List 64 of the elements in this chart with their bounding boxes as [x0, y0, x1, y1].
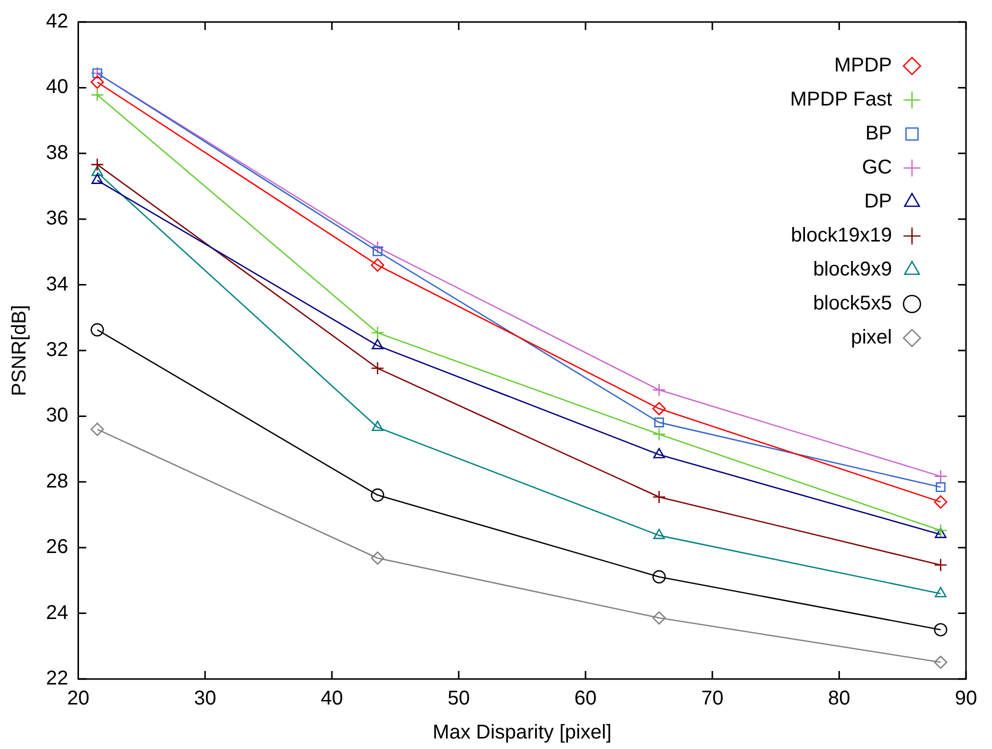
point	[652, 402, 666, 416]
point	[370, 551, 384, 565]
point	[936, 482, 946, 492]
point	[372, 420, 384, 432]
x-tick-label: 20	[67, 688, 90, 710]
point	[652, 570, 666, 584]
x-tick-label: 50	[448, 688, 470, 710]
point	[370, 326, 384, 340]
y-tick-label: 38	[46, 142, 68, 164]
y-tick-label: 24	[46, 602, 68, 624]
point	[934, 586, 946, 598]
x-tick-label: 60	[574, 688, 597, 710]
point	[653, 448, 665, 458]
point	[90, 158, 104, 172]
legend-label: block9x9	[813, 258, 892, 281]
point	[934, 524, 948, 538]
legend-label: MPDP Fast	[790, 88, 892, 111]
point	[652, 383, 666, 397]
point	[370, 488, 384, 502]
x-tick-label: 90	[954, 688, 978, 710]
point	[372, 338, 384, 350]
y-tick-label: 42	[46, 10, 68, 33]
point	[934, 528, 946, 538]
point	[934, 558, 948, 572]
point	[934, 470, 948, 483]
point	[934, 495, 948, 509]
y-tick-label: 34	[46, 273, 68, 296]
point	[91, 166, 104, 176]
y-tick-label: 36	[46, 208, 68, 230]
y-axis-title: PSNR[dB]	[8, 304, 31, 396]
point	[90, 422, 104, 436]
legend-label: block19x19	[790, 224, 892, 247]
point	[90, 75, 104, 89]
legend-label: BP	[865, 122, 892, 145]
legend-label: GC	[862, 156, 892, 179]
point	[370, 240, 384, 254]
legend-label: MPDP	[834, 54, 892, 77]
x-tick-label: 80	[828, 688, 850, 710]
point	[90, 88, 104, 102]
point	[934, 656, 948, 669]
y-tick-label: 30	[46, 404, 68, 427]
legend-label: block5x5	[813, 292, 892, 315]
point	[90, 323, 104, 336]
point	[934, 623, 948, 636]
point	[652, 490, 666, 504]
y-tick-label: 26	[46, 536, 68, 558]
legend-label: pixel	[850, 326, 892, 349]
point	[91, 174, 104, 184]
point	[652, 611, 666, 625]
point	[653, 528, 665, 540]
point	[370, 362, 384, 375]
x-axis-title: Max Disparity [pixel]	[432, 722, 612, 744]
legend-label: DP	[864, 190, 892, 213]
y-tick-label: 22	[46, 668, 68, 690]
point	[372, 246, 382, 256]
point	[654, 418, 664, 428]
y-tick-label: 32	[46, 339, 68, 362]
x-tick-label: 30	[194, 688, 216, 710]
point	[370, 258, 384, 272]
x-tick-label: 70	[701, 688, 724, 710]
y-tick-label: 28	[46, 470, 68, 492]
x-tick-label: 40	[320, 688, 344, 710]
y-tick-label: 40	[46, 76, 68, 98]
point	[652, 428, 666, 441]
